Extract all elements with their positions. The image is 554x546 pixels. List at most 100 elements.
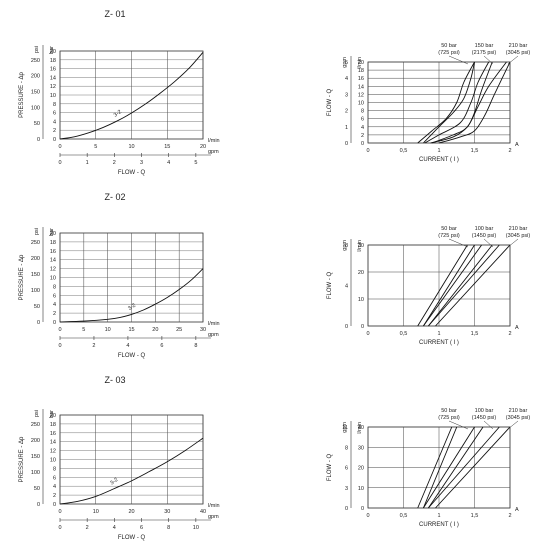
pressure-label: 210 bar xyxy=(509,43,528,49)
x-tick-label: 10 xyxy=(105,327,111,333)
x-tick-label: 2 xyxy=(508,513,511,519)
x-tick-label: 10 xyxy=(128,144,134,150)
y2-tick-label: 50 xyxy=(34,121,40,127)
y-tick-label: 0 xyxy=(361,141,364,147)
x-tick-label: 30 xyxy=(200,327,206,333)
chart-6: 0 10 20 30 40 0 3 6 8 11 l/min gpm FLOW - Q 0 0,5 1 1,5 2… xyxy=(327,408,530,528)
y2-tick-label: 250 xyxy=(31,240,40,246)
series-line xyxy=(431,61,507,144)
pressure-label-psi: (3045 psi) xyxy=(506,233,531,239)
y-tick-label: 2 xyxy=(53,128,56,134)
y2-tick-label: 8 xyxy=(345,445,348,451)
chart-title: Z- 01 xyxy=(104,9,125,19)
series-line xyxy=(423,61,475,144)
x2-tick-label: 4 xyxy=(126,343,129,349)
x-axis-title: CURRENT ( I ) xyxy=(419,340,459,346)
x-tick-label: 2 xyxy=(508,331,511,337)
y2-unit-label: psi xyxy=(34,46,40,53)
y-tick-label: 16 xyxy=(358,76,364,82)
x-tick-label: 0 xyxy=(58,144,61,150)
x-tick-label: 1 xyxy=(437,148,440,154)
y2-tick-label: 0 xyxy=(345,324,348,330)
pressure-label-psi: (2175 psi) xyxy=(472,50,497,56)
y-tick-label: 10 xyxy=(358,486,364,492)
y-unit-label: l/min xyxy=(357,240,363,252)
x-tick-label: 25 xyxy=(176,327,182,333)
y-tick-label: 14 xyxy=(358,84,364,90)
pressure-leader-line xyxy=(507,420,519,430)
series-label: 3-2 xyxy=(127,303,137,312)
y-axis-title: PRESSURE - Δp xyxy=(19,254,25,300)
y2-tick-label: 150 xyxy=(31,89,40,95)
x2-tick-label: 4 xyxy=(167,160,170,166)
x2-tick-label: 2 xyxy=(86,525,89,531)
pressure-leader-line xyxy=(448,238,469,248)
y-tick-label: 0 xyxy=(53,137,56,143)
series-label: 3-2 xyxy=(113,109,123,118)
x-tick-label: 10 xyxy=(93,509,99,515)
x2-tick-label: 0 xyxy=(58,160,61,166)
y-tick-label: 20 xyxy=(358,466,364,472)
y-tick-label: 6 xyxy=(53,475,56,481)
chart-5: Z- 0302468101214161820050100150200250bar… xyxy=(19,375,220,541)
x-tick-label: 5 xyxy=(82,327,85,333)
series-line xyxy=(59,268,204,323)
y-tick-label: 30 xyxy=(358,445,364,451)
pressure-leader-line xyxy=(483,55,494,65)
y-tick-label: 18 xyxy=(50,58,56,64)
y-tick-label: 20 xyxy=(50,413,56,419)
pressure-leader-line xyxy=(507,55,519,65)
y2-tick-label: 0 xyxy=(37,137,40,143)
y2-unit-label: gpm xyxy=(342,57,348,68)
x-tick-label: 0,5 xyxy=(400,148,408,154)
y2-tick-label: 150 xyxy=(31,454,40,460)
y-tick-label: 4 xyxy=(53,484,56,490)
y-tick-label: 14 xyxy=(50,258,56,264)
y-tick-label: 4 xyxy=(53,119,56,125)
pressure-label: 100 bar xyxy=(475,408,494,414)
y2-tick-label: 0 xyxy=(37,320,40,326)
x-tick-label: 1,5 xyxy=(471,148,479,154)
x-tick-label: 0 xyxy=(58,509,61,515)
x-unit-label: l/min xyxy=(208,321,220,327)
x-tick-label: 5 xyxy=(94,144,97,150)
y-tick-label: 6 xyxy=(361,117,364,123)
x-axis-title: FLOW - Q xyxy=(118,170,146,176)
y-tick-label: 12 xyxy=(50,84,56,90)
y2-tick-label: 250 xyxy=(31,58,40,64)
x-tick-label: 0 xyxy=(58,327,61,333)
pressure-label: 50 bar xyxy=(441,226,457,232)
x-axis-title: FLOW - Q xyxy=(118,353,146,359)
pressure-leader-line xyxy=(507,238,519,248)
y2-tick-label: 150 xyxy=(31,272,40,278)
x-tick-label: 15 xyxy=(164,144,170,150)
chart-1: Z- 0102468101214161820050100150200250bar… xyxy=(19,9,220,176)
x-tick-label: 1,5 xyxy=(471,513,479,519)
series-line xyxy=(417,426,453,509)
x-tick-label: 20 xyxy=(152,327,158,333)
series-line xyxy=(422,244,475,327)
x-unit-label: l/min xyxy=(208,503,220,509)
y2-tick-label: 0 xyxy=(345,506,348,512)
series-line xyxy=(417,61,475,144)
y2-tick-label: 50 xyxy=(34,486,40,492)
y2-tick-label: 200 xyxy=(31,438,40,444)
x2-tick-label: 6 xyxy=(160,343,163,349)
series-line xyxy=(422,426,458,509)
series-label: 3-2 xyxy=(109,477,119,486)
series-line xyxy=(59,437,204,505)
y2-tick-label: 200 xyxy=(31,256,40,262)
y-tick-label: 10 xyxy=(358,297,364,303)
pressure-label-psi: (3045 psi) xyxy=(506,50,531,56)
x-axis-title: CURRENT ( I ) xyxy=(419,522,459,528)
y-tick-label: 10 xyxy=(50,93,56,99)
y-tick-label: 12 xyxy=(50,267,56,273)
pressure-leader-line xyxy=(448,420,469,430)
y-tick-label: 20 xyxy=(358,270,364,276)
series-line xyxy=(435,426,511,509)
y2-tick-label: 0 xyxy=(37,502,40,508)
pressure-label-psi: (1450 psi) xyxy=(472,233,497,239)
y-tick-label: 4 xyxy=(361,125,364,131)
pressure-leader-line xyxy=(483,420,494,430)
